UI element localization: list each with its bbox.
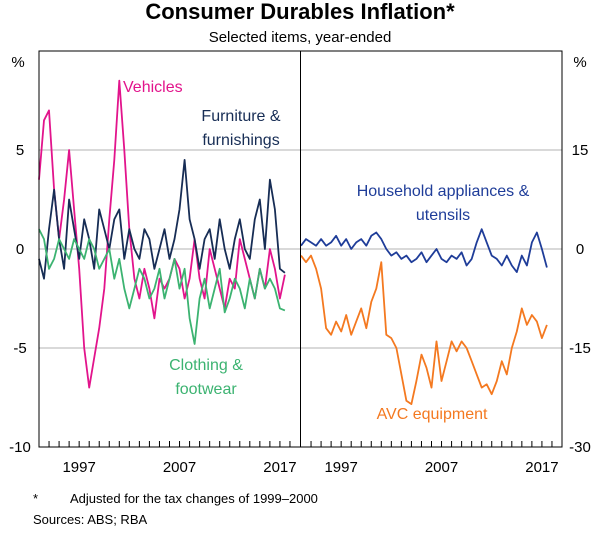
right-axis-unit: % bbox=[573, 54, 586, 71]
series-line-clothing-footwear bbox=[38, 228, 286, 345]
sources-text: Sources: ABS; RBA bbox=[33, 512, 147, 527]
left-ytick-label-5: 5 bbox=[16, 142, 24, 159]
footnote-marker: * bbox=[33, 491, 38, 506]
right-xtick-label-2007: 2007 bbox=[425, 459, 458, 476]
left-ytick-label--10: -10 bbox=[9, 439, 31, 456]
series-line-household-appliances-utensils bbox=[300, 228, 548, 274]
label-furniture-line1: Furniture & bbox=[201, 108, 280, 125]
chart-subtitle: Selected items, year-ended bbox=[209, 29, 392, 46]
label-avc: AVC equipment bbox=[377, 406, 488, 423]
right-ytick-label-15: 15 bbox=[572, 142, 589, 159]
gridlines bbox=[39, 149, 562, 349]
left-xtick-label-1997: 1997 bbox=[62, 459, 95, 476]
left-axis-unit: % bbox=[11, 54, 24, 71]
series-group bbox=[38, 79, 548, 406]
right-xtick-label-2017: 2017 bbox=[525, 459, 558, 476]
label-vehicles: Vehicles bbox=[123, 79, 183, 96]
label-clothing-line2: footwear bbox=[175, 381, 237, 398]
left-xtick-label-2007: 2007 bbox=[163, 459, 196, 476]
label-appliances-line1: Household appliances & bbox=[357, 183, 530, 200]
label-clothing-line1: Clothing & bbox=[169, 357, 243, 374]
chart-title: Consumer Durables Inflation* bbox=[145, 0, 455, 24]
right-ytick-label-0: 0 bbox=[576, 241, 584, 258]
left-xtick-label-2017: 2017 bbox=[263, 459, 296, 476]
series-line-furniture-furnishings bbox=[38, 158, 286, 280]
series-line-vehicles bbox=[38, 79, 286, 389]
left-ytick-label--5: -5 bbox=[13, 340, 26, 357]
right-xtick-label-1997: 1997 bbox=[324, 459, 357, 476]
left-ytick-label-0: 0 bbox=[16, 241, 24, 258]
label-appliances-line2: utensils bbox=[416, 207, 470, 224]
series-line-avc-equipment bbox=[300, 254, 548, 406]
right-ytick-label--30: -30 bbox=[569, 439, 591, 456]
label-furniture-line2: furnishings bbox=[202, 132, 279, 149]
right-ytick-label--15: -15 bbox=[569, 340, 591, 357]
axes-group: -10 -5 0 5 1997 2007 2017 -30 -15 0 15 1997 2007 2017 bbox=[9, 142, 591, 476]
footnote-text: Adjusted for the tax changes of 1999–200… bbox=[70, 491, 318, 506]
